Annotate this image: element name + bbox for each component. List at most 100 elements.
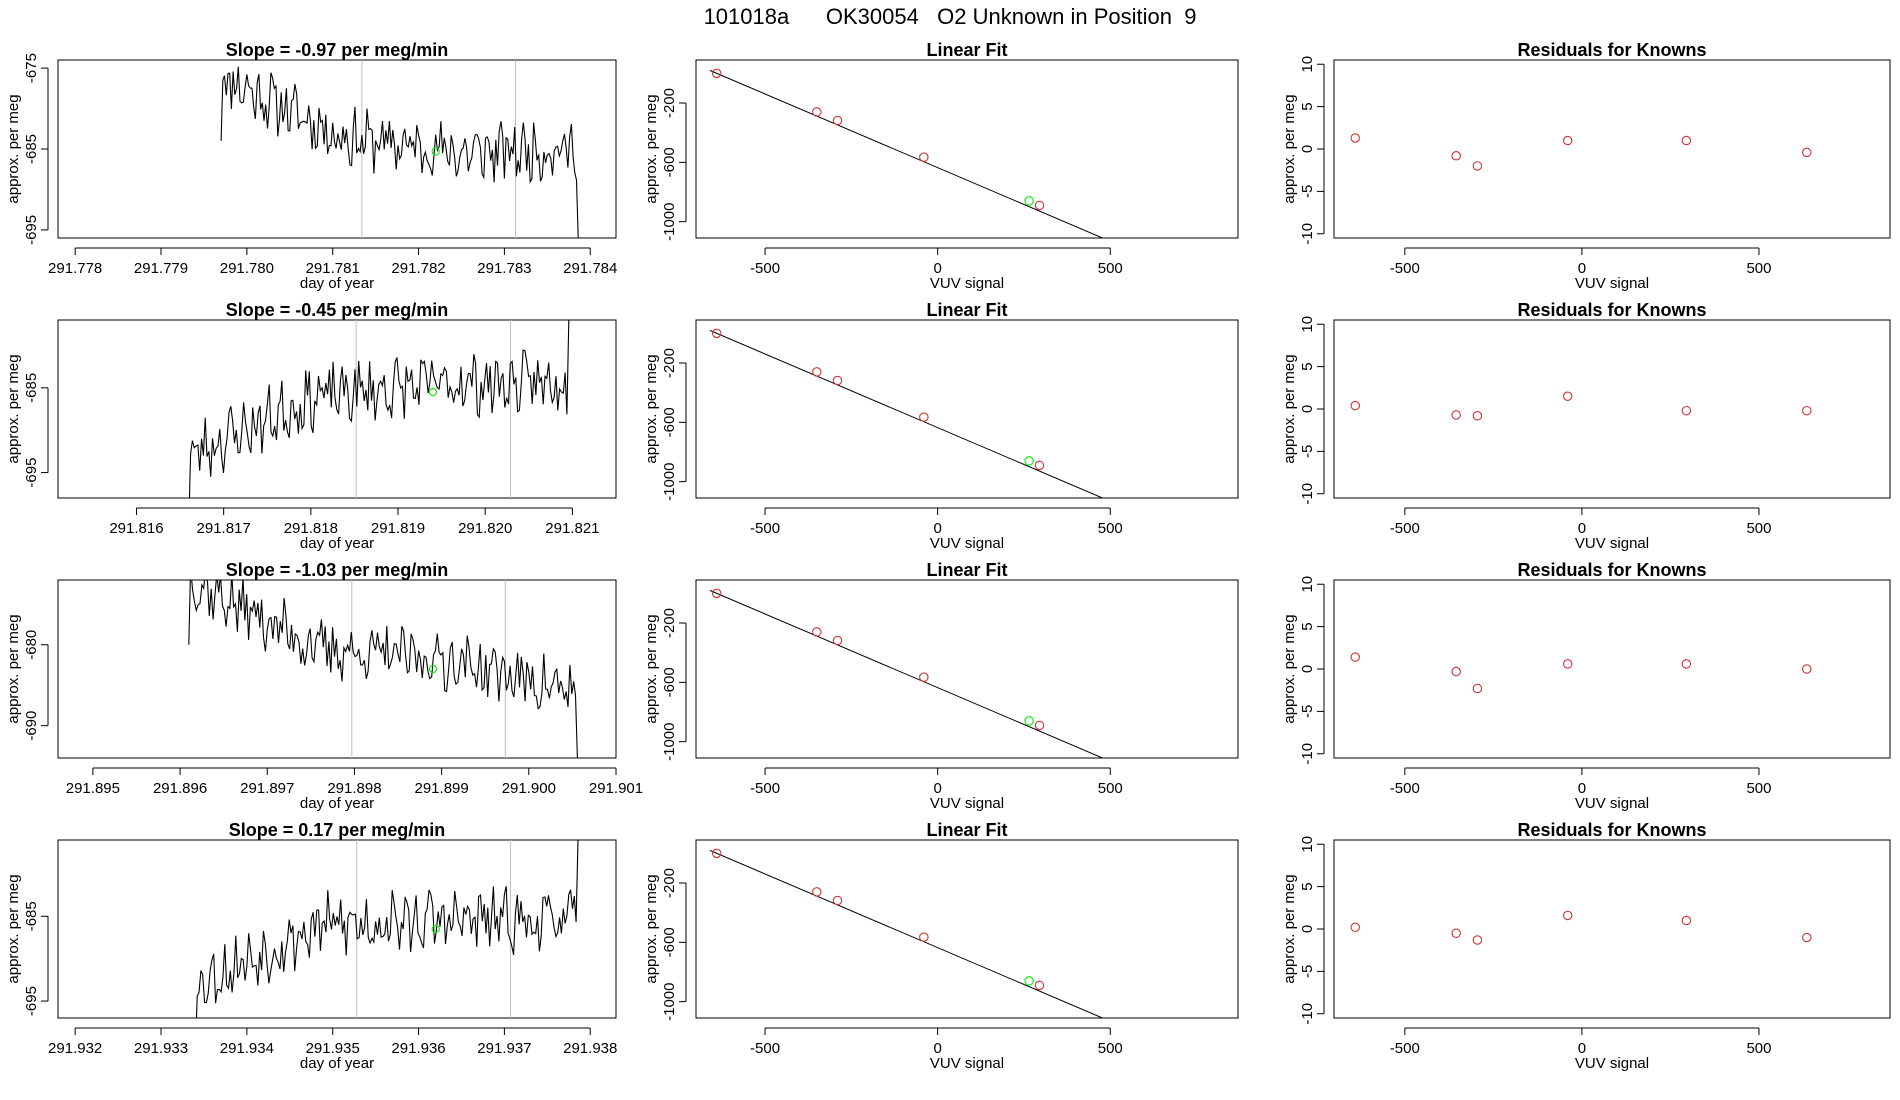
x-axis-label: day of year (300, 1055, 374, 1072)
residuals-panel-1: Residuals for Knowns -500 0 500 VUV signal 10… (1281, 40, 1891, 292)
y-tick-label: -695 (23, 215, 40, 245)
y-tick-label: -600 (661, 407, 678, 437)
x-tick-label: 291.816 (109, 520, 163, 537)
y-tick-label: 10 (1299, 56, 1316, 73)
known-point (1034, 460, 1045, 471)
y-tick-label: -695 (23, 458, 40, 488)
panel-title: Slope = -0.97 per meg/min (226, 40, 449, 60)
plot-area (709, 68, 1162, 261)
plot-area (220, 60, 582, 238)
y-tick-label: 5 (1299, 102, 1316, 110)
plot-frame (57, 579, 617, 759)
x-tick-label: 291.817 (197, 520, 251, 537)
x-tick-label: 291.781 (306, 260, 360, 277)
unknown-mean-marker (431, 924, 440, 934)
y-tick-label: 5 (1299, 362, 1316, 370)
known-point (1681, 915, 1692, 926)
x-tick-label: 291.780 (220, 260, 274, 277)
y-tick-label: -600 (661, 667, 678, 697)
known-point (1451, 410, 1461, 420)
known-point (1681, 659, 1692, 669)
signal-trace (220, 66, 582, 238)
known-point (919, 412, 929, 422)
x-tick-label: 500 (1098, 260, 1123, 277)
x-tick-label: 500 (1098, 520, 1123, 537)
unknown-mean-marker (428, 664, 438, 674)
y-tick-label: -10 (1299, 483, 1316, 505)
signal-trace (188, 320, 573, 498)
plot-frame (57, 59, 617, 239)
panel-title: Residuals for Knowns (1517, 40, 1706, 60)
y-tick-label: 5 (1299, 882, 1316, 890)
fit-line (709, 69, 1104, 238)
x-axis-label: VUV signal (930, 1055, 1004, 1072)
x-axis-label: VUV signal (1575, 1055, 1649, 1072)
plot-area (1350, 652, 1812, 694)
y-tick-label: -695 (23, 986, 40, 1016)
x-tick-label: -500 (1390, 520, 1420, 537)
plot-frame (57, 319, 617, 499)
x-axis-label: VUV signal (1575, 535, 1649, 552)
y-axis-label: approx. per meg (5, 874, 22, 983)
signal-trace (188, 580, 582, 758)
x-tick-label: 291.818 (284, 520, 338, 537)
known-point (1472, 411, 1483, 421)
x-tick-label: 291.895 (66, 780, 120, 797)
known-point (812, 367, 822, 377)
x-tick-label: 500 (1746, 1040, 1771, 1057)
trace-panel-2: Slope = -0.45 per meg/min 291.816 291.817 2… (5, 300, 617, 552)
fit-panel-1: Linear Fit -500 0 500 VUV signal -200 -600 -100… (643, 40, 1239, 292)
known-point (1562, 910, 1573, 921)
residuals-panel-2: Residuals for Knowns -500 0 500 VUV signal 10… (1281, 300, 1891, 552)
unknown-point (1024, 976, 1034, 986)
y-axis-label: approx. per meg (643, 614, 660, 723)
x-axis-label: VUV signal (1575, 275, 1649, 292)
plot-frame (1333, 579, 1891, 759)
x-tick-label: 291.896 (153, 780, 207, 797)
x-tick-label: 291.897 (240, 780, 294, 797)
signal-trace (195, 840, 582, 1018)
x-tick-label: 0 (1578, 520, 1586, 537)
known-point (919, 932, 929, 942)
y-tick-label: 10 (1299, 576, 1316, 593)
y-tick-label: -680 (23, 630, 40, 660)
known-point (1802, 405, 1812, 416)
plot-frame (695, 839, 1239, 1019)
unknown-point (1024, 196, 1034, 206)
unknown-mean-marker (431, 147, 440, 156)
x-tick-label: 291.782 (391, 260, 445, 277)
x-tick-label: 291.779 (134, 260, 188, 277)
x-tick-label: 291.819 (371, 520, 425, 537)
y-tick-label: -675 (23, 53, 40, 83)
plot-frame (1333, 59, 1891, 239)
unknown-point (1024, 456, 1034, 466)
panel-title: Linear Fit (926, 820, 1007, 840)
x-axis-label: VUV signal (930, 535, 1004, 552)
x-tick-label: 291.778 (48, 260, 102, 277)
known-point (1802, 147, 1812, 158)
y-tick-label: -5 (1299, 445, 1316, 458)
known-point (1451, 928, 1461, 938)
y-tick-label: -685 (23, 134, 40, 164)
known-point (1154, 253, 1162, 261)
known-point (1034, 720, 1045, 731)
x-tick-label: 500 (1746, 260, 1771, 277)
x-tick-label: -500 (750, 260, 780, 277)
y-tick-label: -10 (1299, 1003, 1316, 1025)
y-axis-label: approx. per meg (1281, 94, 1298, 203)
panel-title: Linear Fit (926, 560, 1007, 580)
plot-area (1350, 910, 1812, 945)
y-tick-label: -200 (661, 88, 678, 118)
known-point (1154, 773, 1162, 781)
y-tick-label: 10 (1299, 836, 1316, 853)
x-tick-label: 291.936 (391, 1040, 445, 1057)
x-axis-label: day of year (300, 275, 374, 292)
y-tick-label: 0 (1299, 665, 1316, 673)
y-axis-label: approx. per meg (1281, 354, 1298, 463)
y-tick-label: -1000 (661, 202, 678, 240)
panel-title: Residuals for Knowns (1517, 820, 1706, 840)
y-axis-label: approx. per meg (643, 354, 660, 463)
plot-frame (57, 839, 617, 1019)
known-point (1350, 133, 1360, 143)
fit-line (709, 849, 1104, 1018)
